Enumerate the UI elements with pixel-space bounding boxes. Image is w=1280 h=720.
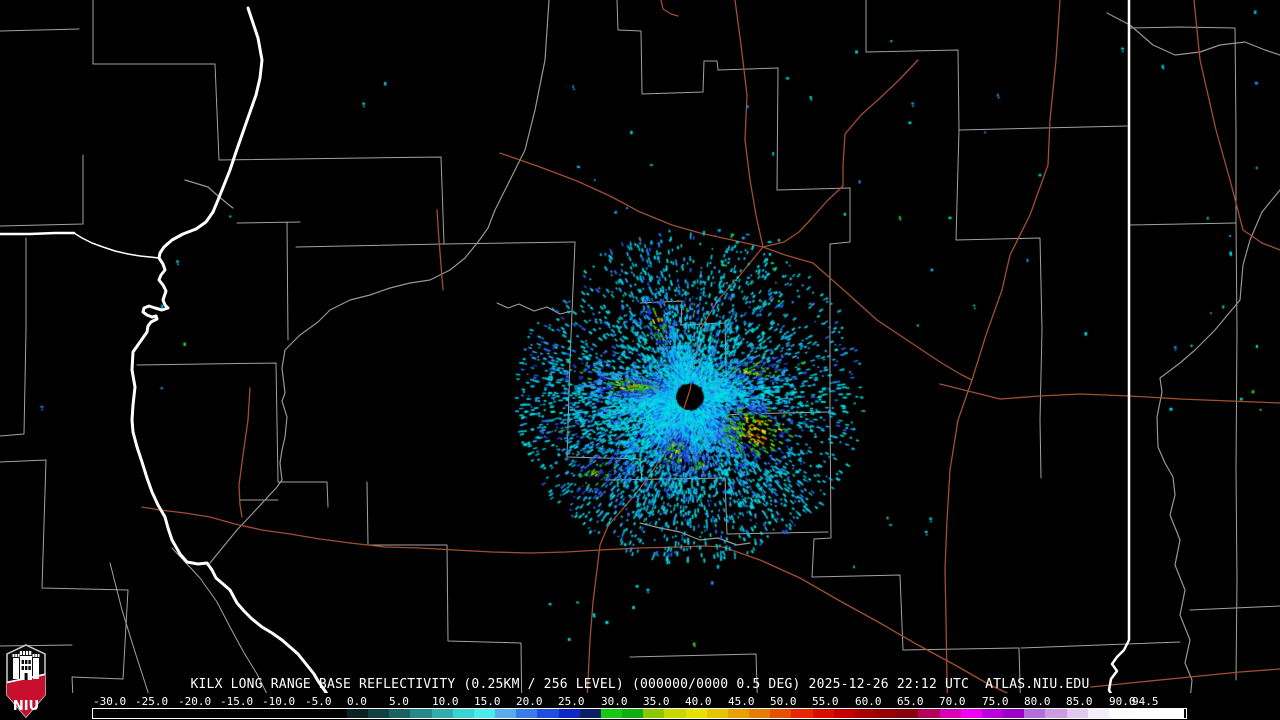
- colorbar-tick-label: 10.0: [432, 695, 459, 708]
- colorbar-tick-label: -30.0: [93, 695, 127, 708]
- colorbar-tick-label: 75.0: [982, 695, 1009, 708]
- colorbar-segment: [833, 709, 856, 718]
- colorbar-segment: [939, 709, 962, 718]
- colorbar-tick-label: 20.0: [516, 695, 543, 708]
- colorbar-tick-label: 25.0: [558, 695, 585, 708]
- colorbar-segment: [749, 709, 771, 718]
- colorbar-tick-label: -5.0: [305, 695, 332, 708]
- colorbar-segment: [579, 709, 602, 718]
- colorbar-segment: [812, 709, 835, 718]
- colorbar-tick-label: 80.0: [1024, 695, 1051, 708]
- niu-logo-text: NIU: [13, 699, 39, 714]
- colorbar-segment: [600, 709, 623, 718]
- niu-logo: NIU: [6, 644, 46, 718]
- colorbar-tick-label: 15.0: [474, 695, 501, 708]
- colorbar-tick-label: 45.0: [728, 695, 755, 708]
- colorbar-segment: [854, 709, 877, 718]
- colorbar-segment: [1066, 709, 1089, 718]
- colorbar-segment: [1024, 709, 1046, 718]
- colorbar-segment: [643, 709, 665, 718]
- colorbar-segment: [664, 709, 687, 718]
- colorbar-segment: [981, 709, 1004, 718]
- colorbar-tick-label: 94.5: [1132, 695, 1159, 708]
- castle-windows: [21, 660, 31, 680]
- colorbar-tick-label: 50.0: [770, 695, 797, 708]
- colorbar-tick-label: 35.0: [643, 695, 670, 708]
- colorbar-segment: [1087, 709, 1110, 718]
- colorbar-segment: [960, 709, 983, 718]
- colorbar-segment: [558, 709, 581, 718]
- colorbar-tick-label: 40.0: [685, 695, 712, 708]
- colorbar-tick-label: 90.0: [1109, 695, 1136, 708]
- colorbar-tick-labels: -30.0 -25.0 -20.0 -15.0 -10.0 -5.0 0.0 5.0 10.0 1…: [0, 695, 1280, 708]
- colorbar-segment: [770, 709, 792, 718]
- colorbar-segment: [622, 709, 644, 718]
- colorbar-segment: [495, 709, 517, 718]
- colorbar-segment: [791, 709, 814, 718]
- colorbar-segment: [727, 709, 750, 718]
- reflectivity-colorbar: [92, 708, 1187, 719]
- colorbar-segment: [389, 709, 411, 718]
- colorbar-tick-label: 85.0: [1066, 695, 1093, 708]
- colorbar-tick-label: 70.0: [939, 695, 966, 708]
- colorbar-segment: [368, 709, 390, 718]
- niu-shield-red-band: [7, 675, 45, 717]
- colorbar-segment: [706, 709, 729, 718]
- colorbar-segment: [897, 709, 919, 718]
- colorbar-segment: [918, 709, 941, 718]
- colorbar-segment: [516, 709, 538, 718]
- colorbar-segment: [1003, 709, 1025, 718]
- colorbar-segment: [876, 709, 898, 718]
- colorbar-tick-label: 60.0: [855, 695, 882, 708]
- colorbar-segment: [452, 709, 475, 718]
- colorbar-tick-label: 5.0: [389, 695, 409, 708]
- colorbar-tick-label: 0.0: [347, 695, 367, 708]
- colorbar-tick-label: -25.0: [135, 695, 169, 708]
- colorbar-segment: [537, 709, 560, 718]
- colorbar-tick-label: 55.0: [812, 695, 839, 708]
- colorbar-segment: [346, 709, 369, 718]
- colorbar-tick-label: 30.0: [601, 695, 628, 708]
- colorbar-segment: [431, 709, 454, 718]
- colorbar-tick-label: -20.0: [178, 695, 212, 708]
- colorbar-tick-label: 65.0: [897, 695, 924, 708]
- colorbar-segment: [1130, 709, 1184, 718]
- colorbar-segment: [1045, 709, 1068, 718]
- colorbar-tick-label: -10.0: [262, 695, 296, 708]
- colorbar-tick-label: -15.0: [220, 695, 254, 708]
- colorbar-segment: [1108, 709, 1131, 718]
- colorbar-segment: [473, 709, 496, 718]
- colorbar-segment: [410, 709, 433, 718]
- colorbar-segment: [685, 709, 708, 718]
- product-caption: KILX LONG RANGE BASE REFLECTIVITY (0.25K…: [190, 677, 1090, 692]
